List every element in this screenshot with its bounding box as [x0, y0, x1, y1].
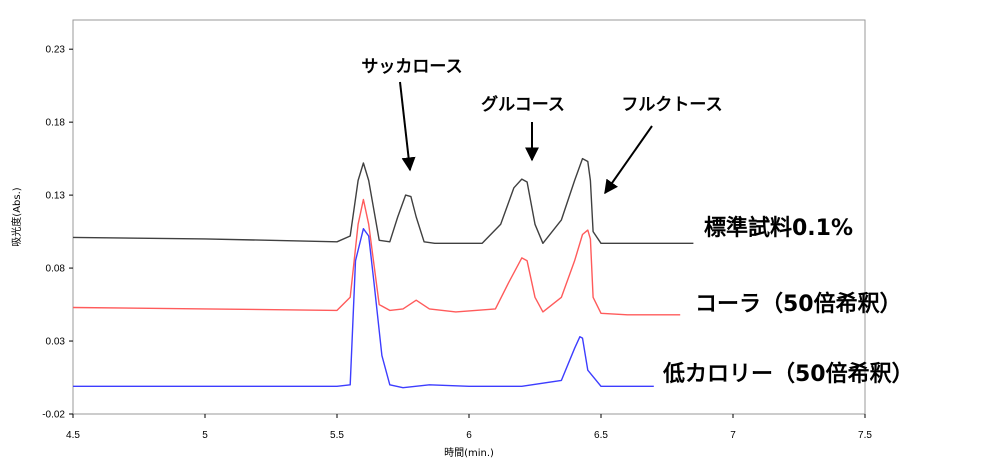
- y-tick-label: 0.23: [46, 45, 66, 56]
- peak-arrow: [399, 81, 416, 172]
- y-tick-label: 0.08: [46, 264, 66, 275]
- series-lines: [72, 157, 694, 389]
- series-line-1: [72, 198, 681, 316]
- peak-arrow: [604, 125, 653, 195]
- peak-label: グルコース: [481, 94, 565, 115]
- series-line-2: [73, 227, 654, 389]
- x-tick-label: 5: [202, 430, 208, 441]
- series-label: コーラ（50倍希釈）: [695, 291, 902, 317]
- x-axis-title: 時間(min.): [444, 447, 494, 459]
- series-label: 低カロリー（50倍希釈）: [662, 361, 914, 387]
- x-tick-label: 4.5: [66, 430, 80, 441]
- peak-label: フルクトース: [621, 95, 722, 115]
- peak-label: サッカロース: [361, 57, 462, 77]
- x-tick-label: 6: [466, 430, 472, 441]
- x-tick-label: 7: [730, 430, 736, 441]
- y-tick-label: 0.18: [46, 118, 66, 129]
- x-tick-label: 5.5: [330, 430, 344, 441]
- x-tick-label: 7.5: [858, 430, 872, 441]
- series-label: 標準試料0.1%: [704, 215, 853, 241]
- x-tick-label: 6.5: [594, 430, 608, 441]
- series-labels: 標準試料0.1% コーラ（50倍希釈） 低カロリー（50倍希釈）: [662, 215, 914, 387]
- y-tick-label: 0.03: [46, 337, 66, 348]
- y-tick-label: -0.02: [42, 410, 65, 421]
- series-line-0: [72, 157, 694, 245]
- y-axis-ticks: -0.02 0.03 0.08 0.13 0.18 0.23: [42, 45, 73, 421]
- y-axis-title: 吸光度(Abs.): [10, 187, 23, 246]
- y-tick-label: 0.13: [46, 191, 66, 202]
- plot-area: [72, 19, 866, 415]
- x-axis-ticks: 4.5 5 5.5 6 6.5 7 7.5: [66, 414, 872, 441]
